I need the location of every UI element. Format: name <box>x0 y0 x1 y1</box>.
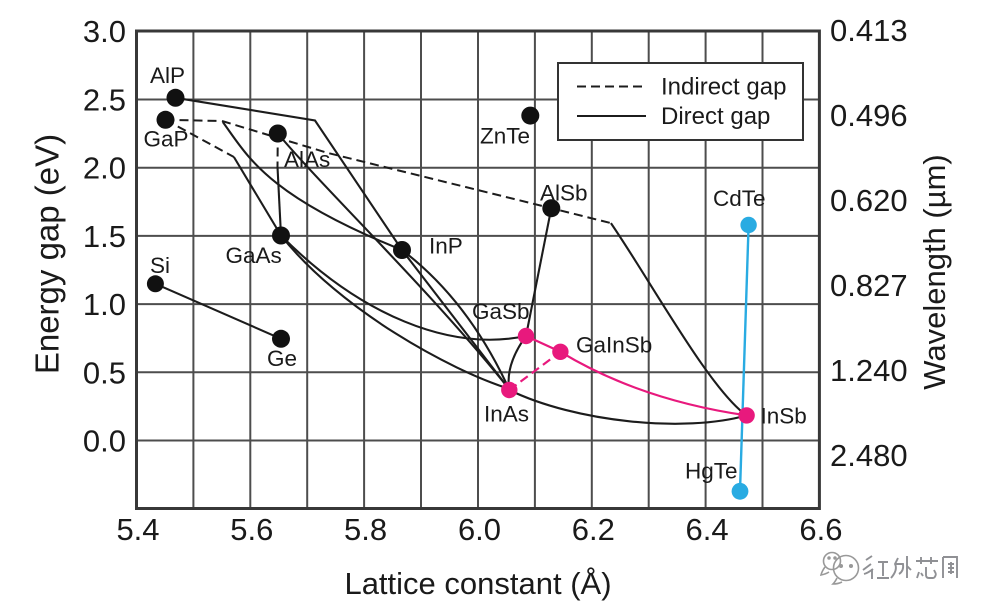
svg-text:3.0: 3.0 <box>83 14 126 49</box>
svg-text:AlP: AlP <box>150 63 185 88</box>
svg-text:CdTe: CdTe <box>713 186 766 211</box>
svg-text:Direct gap: Direct gap <box>661 103 770 130</box>
svg-text:0.0: 0.0 <box>83 424 126 459</box>
svg-text:0.496: 0.496 <box>830 98 908 133</box>
svg-text:Wavelength (µm): Wavelength (µm) <box>917 154 952 390</box>
svg-text:2.0: 2.0 <box>83 151 126 186</box>
svg-text:0.827: 0.827 <box>830 268 908 303</box>
svg-text:0.620: 0.620 <box>830 183 908 218</box>
svg-text:HgTe: HgTe <box>685 459 738 484</box>
svg-text:Lattice constant (Å): Lattice constant (Å) <box>344 566 611 601</box>
svg-text:GaInSb: GaInSb <box>576 333 652 358</box>
svg-text:5.6: 5.6 <box>230 512 273 547</box>
svg-text:5.8: 5.8 <box>344 512 387 547</box>
svg-text:5.4: 5.4 <box>116 512 159 547</box>
svg-text:GaSb: GaSb <box>472 299 530 324</box>
svg-text:Si: Si <box>150 253 170 278</box>
svg-text:0.413: 0.413 <box>830 13 908 48</box>
svg-text:InSb: InSb <box>761 404 807 429</box>
svg-text:InP: InP <box>429 234 463 259</box>
svg-text:Ge: Ge <box>267 346 297 371</box>
svg-text:AlSb: AlSb <box>540 181 588 206</box>
svg-text:1.240: 1.240 <box>830 353 908 388</box>
svg-text:AlAs: AlAs <box>284 147 330 172</box>
svg-text:GaAs: GaAs <box>226 243 282 268</box>
svg-text:1.0: 1.0 <box>83 287 126 322</box>
svg-text:1.5: 1.5 <box>83 219 126 254</box>
svg-text:Indirect gap: Indirect gap <box>661 74 786 101</box>
svg-text:Energy gap (eV): Energy gap (eV) <box>29 134 66 374</box>
svg-text:6.0: 6.0 <box>458 512 501 547</box>
svg-text:6.6: 6.6 <box>799 512 842 547</box>
svg-text:ZnTe: ZnTe <box>480 124 530 149</box>
svg-text:6.2: 6.2 <box>572 512 615 547</box>
svg-text:2.5: 2.5 <box>83 83 126 118</box>
svg-text:InAs: InAs <box>484 402 529 427</box>
svg-text:0.5: 0.5 <box>83 355 126 390</box>
svg-text:2.480: 2.480 <box>830 438 908 473</box>
svg-text:6.4: 6.4 <box>686 512 729 547</box>
svg-text:GaP: GaP <box>144 127 189 152</box>
